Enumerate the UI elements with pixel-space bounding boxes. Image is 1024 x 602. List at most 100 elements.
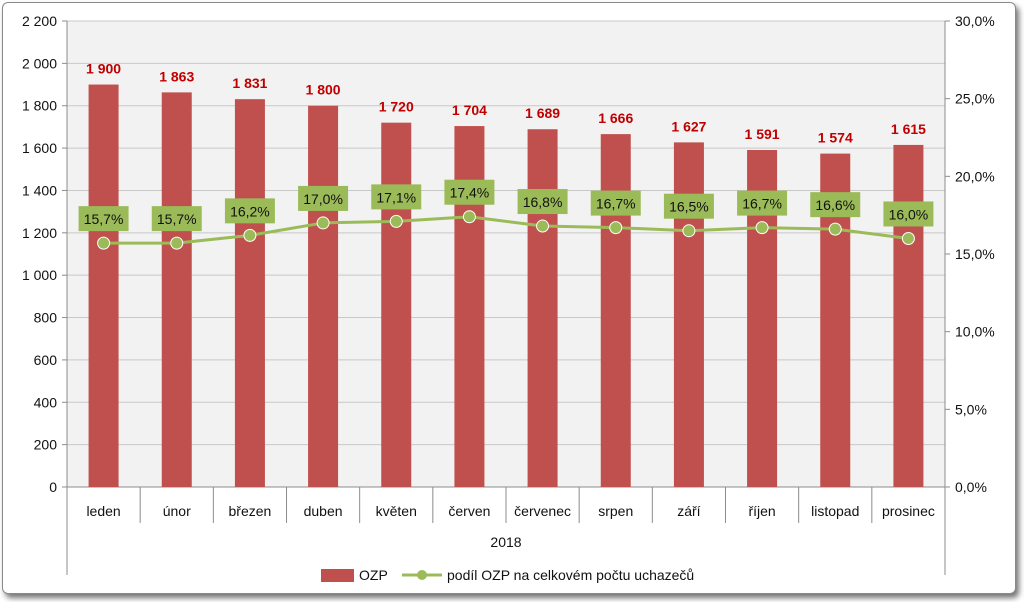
bar [308, 105, 339, 488]
bar-value-label: 1 574 [818, 130, 853, 146]
line-value-label: 17,0% [303, 191, 343, 207]
bar [88, 84, 119, 487]
line-value-label: 15,7% [157, 211, 197, 227]
line-value-box [371, 184, 422, 210]
line-value-label: 16,6% [815, 197, 855, 213]
y-right-tick-label: 20,0% [955, 168, 995, 184]
line-marker [462, 210, 476, 224]
line-marker [97, 236, 111, 250]
line-value-label: 16,7% [596, 196, 636, 212]
line-value-box [151, 206, 202, 232]
y-right-tick-label: 25,0% [955, 91, 995, 107]
legend-line-label: podíl OZP na celkovém počtu uchazečů [447, 567, 694, 583]
x-tick-label: únor [163, 503, 191, 519]
line-value-label: 16,5% [669, 199, 709, 215]
line-marker [901, 231, 915, 245]
x-tick-label: březen [229, 503, 272, 519]
y-left-tick-label: 200 [34, 437, 58, 453]
x-group-label: 2018 [490, 534, 521, 550]
y-left-tick-label: 0 [49, 479, 57, 495]
legend-bar-swatch [321, 569, 354, 582]
y-right-tick-label: 0,0% [955, 479, 987, 495]
line-value-label: 17,1% [376, 189, 416, 205]
legend-line-marker [417, 570, 427, 580]
line-value-box [298, 185, 349, 211]
legend: OZP podíl OZP na celkovém počtu uchazečů [321, 567, 694, 583]
bar-value-label: 1 591 [745, 126, 780, 142]
line-marker [536, 219, 550, 233]
data-labels: 1 900 1 863 1 831 1 800 1 720 1 704 1 689 1 666… [78, 61, 934, 232]
bar [893, 144, 924, 487]
bar [161, 92, 192, 488]
line-marker [755, 221, 769, 235]
line-value-label: 16,7% [742, 196, 782, 212]
x-tick-label: listopad [811, 503, 859, 519]
bar-value-label: 1 689 [525, 105, 560, 121]
y-left-tick-label: 800 [34, 310, 58, 326]
line-value-label: 15,7% [84, 211, 124, 227]
line-marker [316, 216, 330, 230]
line-value-box [810, 192, 861, 218]
bar-value-label: 1 720 [379, 99, 414, 115]
x-tick-label: leden [86, 503, 120, 519]
axes: 0 200 400 600 800 1 000 1 200 1 400 1 600 1 800 2 … [22, 13, 995, 575]
line-value-box [663, 193, 714, 219]
chart: 0 200 400 600 800 1 000 1 200 1 400 1 600 1 800 2 … [22, 13, 995, 583]
line-value-label: 16,2% [230, 203, 270, 219]
line-marker [389, 214, 403, 228]
line-value-box [224, 198, 275, 224]
bar-value-label: 1 627 [671, 118, 706, 134]
line-marker [828, 222, 842, 236]
line-value-box [590, 190, 641, 216]
chart-frame: 0 200 400 600 800 1 000 1 200 1 400 1 600 1 800 2 … [2, 2, 1016, 594]
bar [600, 134, 631, 488]
line-value-box [78, 206, 129, 232]
y-left-tick-label: 1 000 [22, 267, 57, 283]
line-path [103, 215, 909, 245]
y-right-tick-label: 10,0% [955, 324, 995, 340]
y-left-tick-label: 2 200 [22, 13, 57, 29]
bar-value-label: 1 704 [452, 102, 487, 118]
y-right-tick-label: 15,0% [955, 246, 995, 262]
y-right-tick-label: 5,0% [955, 401, 987, 417]
plot-area [67, 21, 945, 487]
bar [381, 122, 412, 487]
line-value-box [883, 201, 934, 227]
y-left-tick-label: 1 200 [22, 225, 57, 241]
bar [234, 99, 265, 487]
y-left-tick-label: 1 600 [22, 140, 57, 156]
x-tick-label: srpen [598, 503, 633, 519]
line-marker [682, 224, 696, 238]
x-tick-label: červen [448, 503, 490, 519]
x-tick-label: říjen [748, 503, 775, 519]
x-tick-label: květen [376, 503, 417, 519]
line-value-label: 16,0% [889, 206, 929, 222]
bar-value-label: 1 615 [891, 121, 926, 137]
x-tick-label: duben [304, 503, 343, 519]
bar-value-label: 1 863 [159, 68, 194, 84]
line-marker [243, 228, 257, 242]
y-left-tick-label: 400 [34, 394, 58, 410]
line-value-box [444, 179, 495, 205]
line-value-label: 16,8% [523, 194, 563, 210]
bar [527, 129, 558, 488]
y-left-tick-label: 1 800 [22, 98, 57, 114]
line-value-label: 17,4% [450, 185, 490, 201]
x-tick-label: prosinec [882, 503, 935, 519]
legend-bar-label: OZP [359, 567, 388, 583]
line-marker [170, 236, 184, 250]
bar-value-label: 1 900 [86, 61, 121, 77]
bar-value-label: 1 831 [232, 75, 267, 91]
line-marker [609, 221, 623, 235]
x-tick-label: červenec [514, 503, 571, 519]
y-left-tick-label: 1 400 [22, 182, 57, 198]
bar-value-label: 1 666 [598, 110, 633, 126]
line-value-box [517, 189, 568, 215]
line-series [97, 210, 915, 250]
y-right-tick-label: 30,0% [955, 13, 995, 29]
y-left-tick-label: 600 [34, 352, 58, 368]
gridlines [67, 20, 945, 488]
bar-value-label: 1 800 [306, 82, 341, 98]
x-tick-label: září [677, 503, 700, 519]
y-left-tick-label: 2 000 [22, 55, 57, 71]
